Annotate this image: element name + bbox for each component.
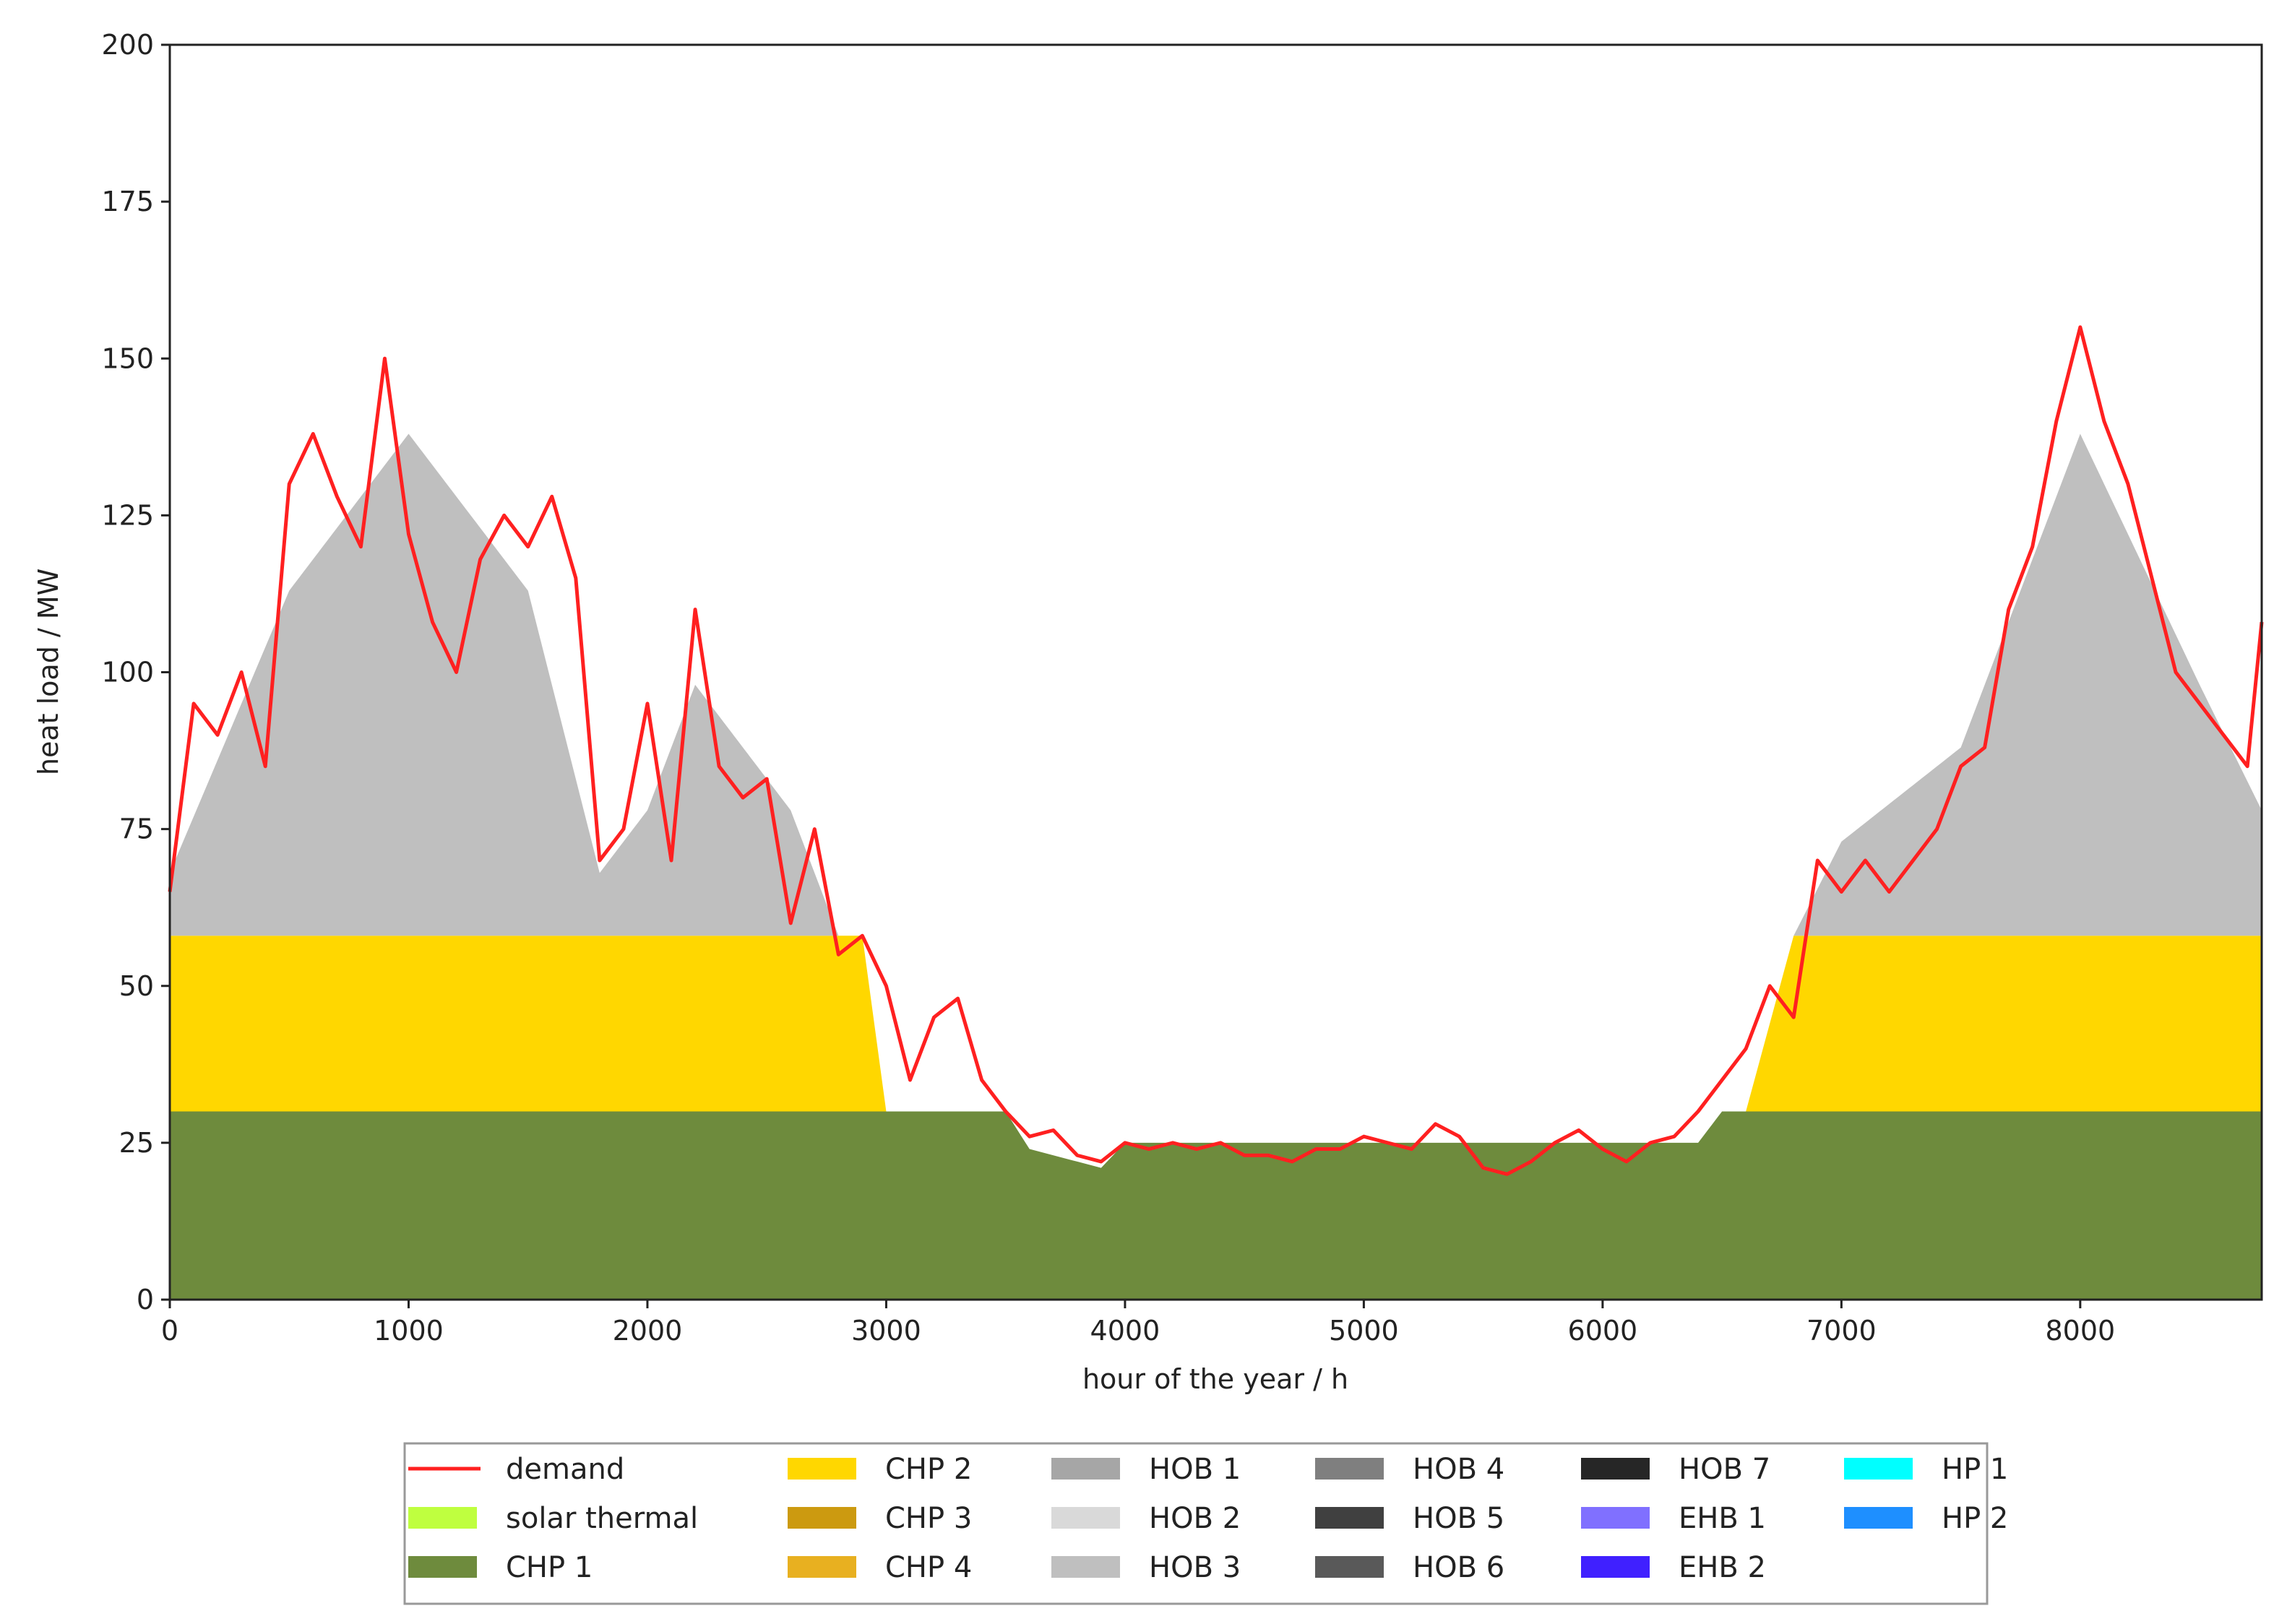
legend-frame: [403, 1442, 1989, 1605]
legend-label: EHB 1: [1679, 1502, 1766, 1535]
legend-label: HOB 3: [1149, 1551, 1241, 1584]
legend-label: HP 2: [1942, 1502, 2008, 1535]
legend-label: HOB 1: [1149, 1453, 1241, 1486]
area-chp-2: [170, 936, 2262, 1168]
legend-label: HOB 4: [1413, 1453, 1504, 1486]
legend-label: HOB 5: [1413, 1502, 1504, 1535]
x-tick-label: 3000: [851, 1315, 921, 1347]
legend-swatch: [1844, 1507, 1913, 1529]
legend-label: demand: [506, 1453, 624, 1486]
x-tick-label: 1000: [374, 1315, 444, 1347]
legend-swatch: [788, 1507, 856, 1529]
y-tick-label: 125: [101, 499, 154, 531]
area-hob-3: [170, 433, 2262, 1168]
legend-label: CHP 3: [885, 1502, 972, 1535]
legend-swatch: [1581, 1556, 1650, 1578]
legend-label: HOB 7: [1679, 1453, 1770, 1486]
x-tick-label: 5000: [1329, 1315, 1399, 1347]
legend-swatch: [1051, 1458, 1120, 1480]
legend-swatch: [1315, 1458, 1384, 1480]
x-axis: 0 1000 2000 3000 4000 5000 6000 7000 8000: [161, 1300, 2115, 1347]
legend-swatch: [1051, 1556, 1120, 1578]
plot-area: [168, 325, 2264, 1300]
y-axis: 0 25 50 75 100 125 150 175 200: [101, 29, 170, 1316]
legend-label: CHP 1: [506, 1551, 593, 1584]
legend: demand CHP 2 HOB 1 HOB 4 HOB 7 HP 1 solar ther…: [403, 1442, 2008, 1605]
y-tick-label: 75: [119, 813, 154, 845]
legend-swatch: [1844, 1458, 1913, 1480]
legend-swatch: [788, 1458, 856, 1480]
x-tick-label: 2000: [613, 1315, 683, 1347]
legend-swatch: [408, 1507, 477, 1529]
y-tick-label: 175: [101, 186, 154, 217]
area-chp-1: [170, 1111, 2262, 1300]
legend-label: solar thermal: [506, 1502, 698, 1535]
y-axis-title: heat load / MW: [33, 569, 64, 775]
legend-label: CHP 2: [885, 1453, 972, 1486]
y-tick-label: 0: [137, 1284, 154, 1316]
legend-swatch: [408, 1556, 477, 1578]
y-tick-label: 50: [119, 970, 154, 1002]
x-axis-title: hour of the year / h: [1082, 1363, 1348, 1395]
legend-swatch: [1581, 1458, 1650, 1480]
series-line-demand: [168, 325, 2264, 1176]
legend-label: EHB 2: [1679, 1551, 1766, 1584]
y-tick-label: 150: [101, 342, 154, 374]
x-tick-label: 0: [161, 1315, 178, 1347]
legend-label: HOB 6: [1413, 1551, 1504, 1584]
legend-swatch: [1581, 1507, 1650, 1529]
x-tick-label: 7000: [1806, 1315, 1877, 1347]
legend-swatch: [788, 1556, 856, 1578]
y-tick-label: 100: [101, 657, 154, 688]
legend-swatch: [1051, 1507, 1120, 1529]
legend-label: HP 1: [1942, 1453, 2008, 1486]
x-tick-label: 8000: [2045, 1315, 2115, 1347]
x-tick-label: 4000: [1090, 1315, 1160, 1347]
legend-swatch: [1315, 1556, 1384, 1578]
legend-label: CHP 4: [885, 1551, 972, 1584]
y-tick-label: 25: [119, 1127, 154, 1159]
legend-label: HOB 2: [1149, 1502, 1241, 1535]
x-tick-label: 6000: [1568, 1315, 1638, 1347]
legend-swatch: [1315, 1507, 1384, 1529]
y-tick-label: 200: [101, 29, 154, 61]
